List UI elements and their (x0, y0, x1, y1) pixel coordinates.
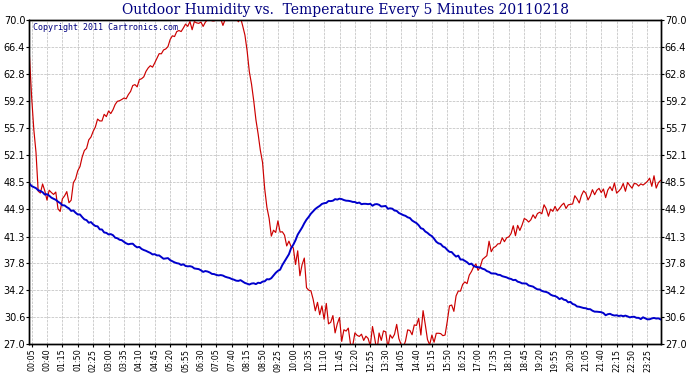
Text: Copyright 2011 Cartronics.com: Copyright 2011 Cartronics.com (32, 23, 177, 32)
Title: Outdoor Humidity vs.  Temperature Every 5 Minutes 20110218: Outdoor Humidity vs. Temperature Every 5… (121, 3, 569, 18)
